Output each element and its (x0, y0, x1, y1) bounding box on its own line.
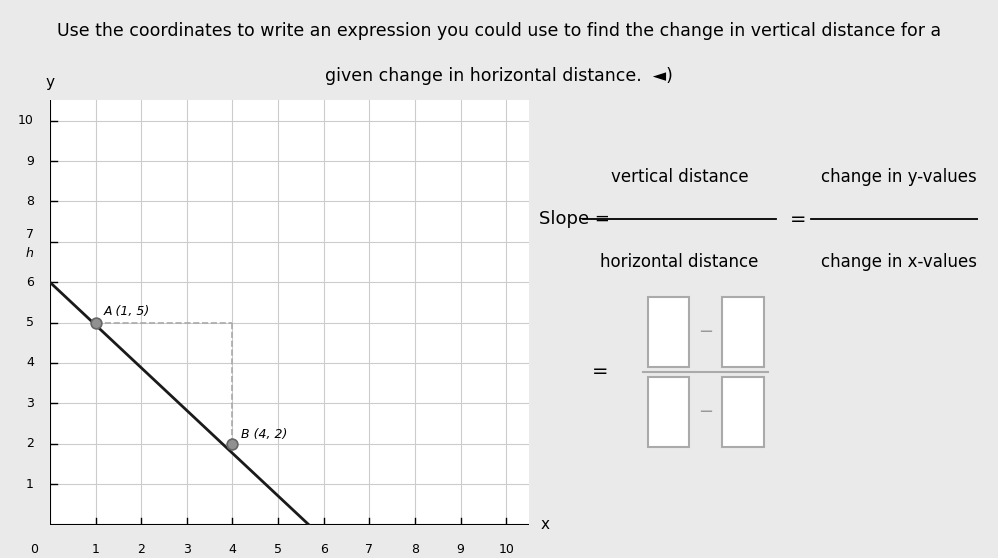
Text: =: = (789, 210, 806, 229)
Text: 10: 10 (18, 114, 34, 127)
Text: A (1, 5): A (1, 5) (104, 305, 150, 318)
Text: 5: 5 (26, 316, 34, 329)
Text: 4: 4 (229, 543, 237, 556)
Bar (648, 377, 690, 447)
Text: x: x (540, 517, 549, 532)
Text: y: y (45, 75, 55, 90)
Text: 7: 7 (365, 543, 373, 556)
Text: 8: 8 (411, 543, 419, 556)
Text: 10: 10 (498, 543, 514, 556)
Text: 6: 6 (26, 276, 34, 288)
Text: 2: 2 (26, 437, 34, 450)
Bar (648, 297, 690, 367)
Text: given change in horizontal distance.  ◄): given change in horizontal distance. ◄) (325, 67, 673, 85)
Text: change in y-values: change in y-values (821, 168, 977, 186)
Text: 1: 1 (26, 478, 34, 490)
Text: Use the coordinates to write an expression you could use to find the change in v: Use the coordinates to write an expressi… (57, 22, 941, 40)
Text: change in x-values: change in x-values (821, 253, 977, 271)
Text: h: h (26, 247, 34, 259)
Text: 9: 9 (456, 543, 464, 556)
Text: 1: 1 (92, 543, 100, 556)
Bar (723, 297, 764, 367)
Bar (723, 377, 764, 447)
Text: vertical distance: vertical distance (611, 168, 748, 186)
Text: 3: 3 (183, 543, 191, 556)
Text: 8: 8 (26, 195, 34, 208)
Text: 4: 4 (26, 357, 34, 369)
Point (225, 439, 241, 448)
Text: 0: 0 (30, 543, 38, 556)
Text: 5: 5 (274, 543, 282, 556)
Text: horizontal distance: horizontal distance (600, 253, 758, 271)
Text: 6: 6 (319, 543, 327, 556)
Text: 7: 7 (26, 228, 34, 241)
Text: Slope =: Slope = (539, 210, 610, 228)
Text: 3: 3 (26, 397, 34, 410)
Point (88, 318, 104, 327)
Text: B (4, 2): B (4, 2) (241, 427, 287, 440)
Text: 2: 2 (137, 543, 145, 556)
Text: −: − (699, 403, 714, 421)
Text: =: = (592, 362, 609, 381)
Text: 9: 9 (26, 155, 34, 167)
Text: −: − (699, 323, 714, 340)
